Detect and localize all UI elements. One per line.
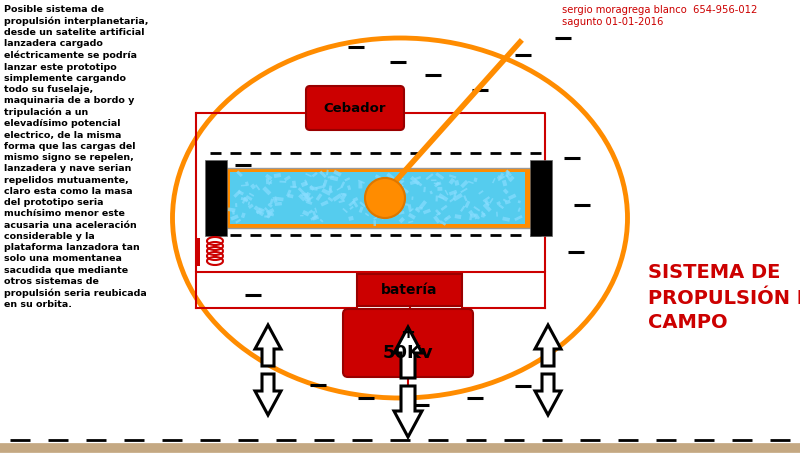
Polygon shape	[535, 374, 561, 415]
Polygon shape	[394, 327, 422, 378]
Bar	[530, 160, 552, 236]
Text: batería: batería	[382, 283, 438, 297]
Polygon shape	[535, 325, 561, 366]
Text: Cebador: Cebador	[324, 102, 386, 115]
Text: SISTEMA DE
PROPULSIÓN DE
CAMPO: SISTEMA DE PROPULSIÓN DE CAMPO	[648, 263, 800, 332]
Bar	[222, 168, 537, 228]
FancyBboxPatch shape	[343, 309, 473, 377]
Circle shape	[379, 187, 391, 199]
Bar	[230, 172, 525, 224]
Text: sergio moragrega blanco  654-956-012
sagunto 01-01-2016: sergio moragrega blanco 654-956-012 sagu…	[562, 5, 758, 27]
Text: +
50Kv: + 50Kv	[382, 323, 434, 362]
Bar	[205, 160, 227, 236]
Bar	[195, 238, 200, 266]
Circle shape	[365, 178, 405, 218]
Polygon shape	[255, 374, 281, 415]
Bar	[357, 274, 462, 306]
Polygon shape	[255, 325, 281, 366]
Polygon shape	[394, 386, 422, 437]
FancyBboxPatch shape	[306, 86, 404, 130]
Text: Posible sistema de
propulsión interplanetaria,
desde un satelite artificial
lanz: Posible sistema de propulsión interplane…	[4, 5, 149, 309]
